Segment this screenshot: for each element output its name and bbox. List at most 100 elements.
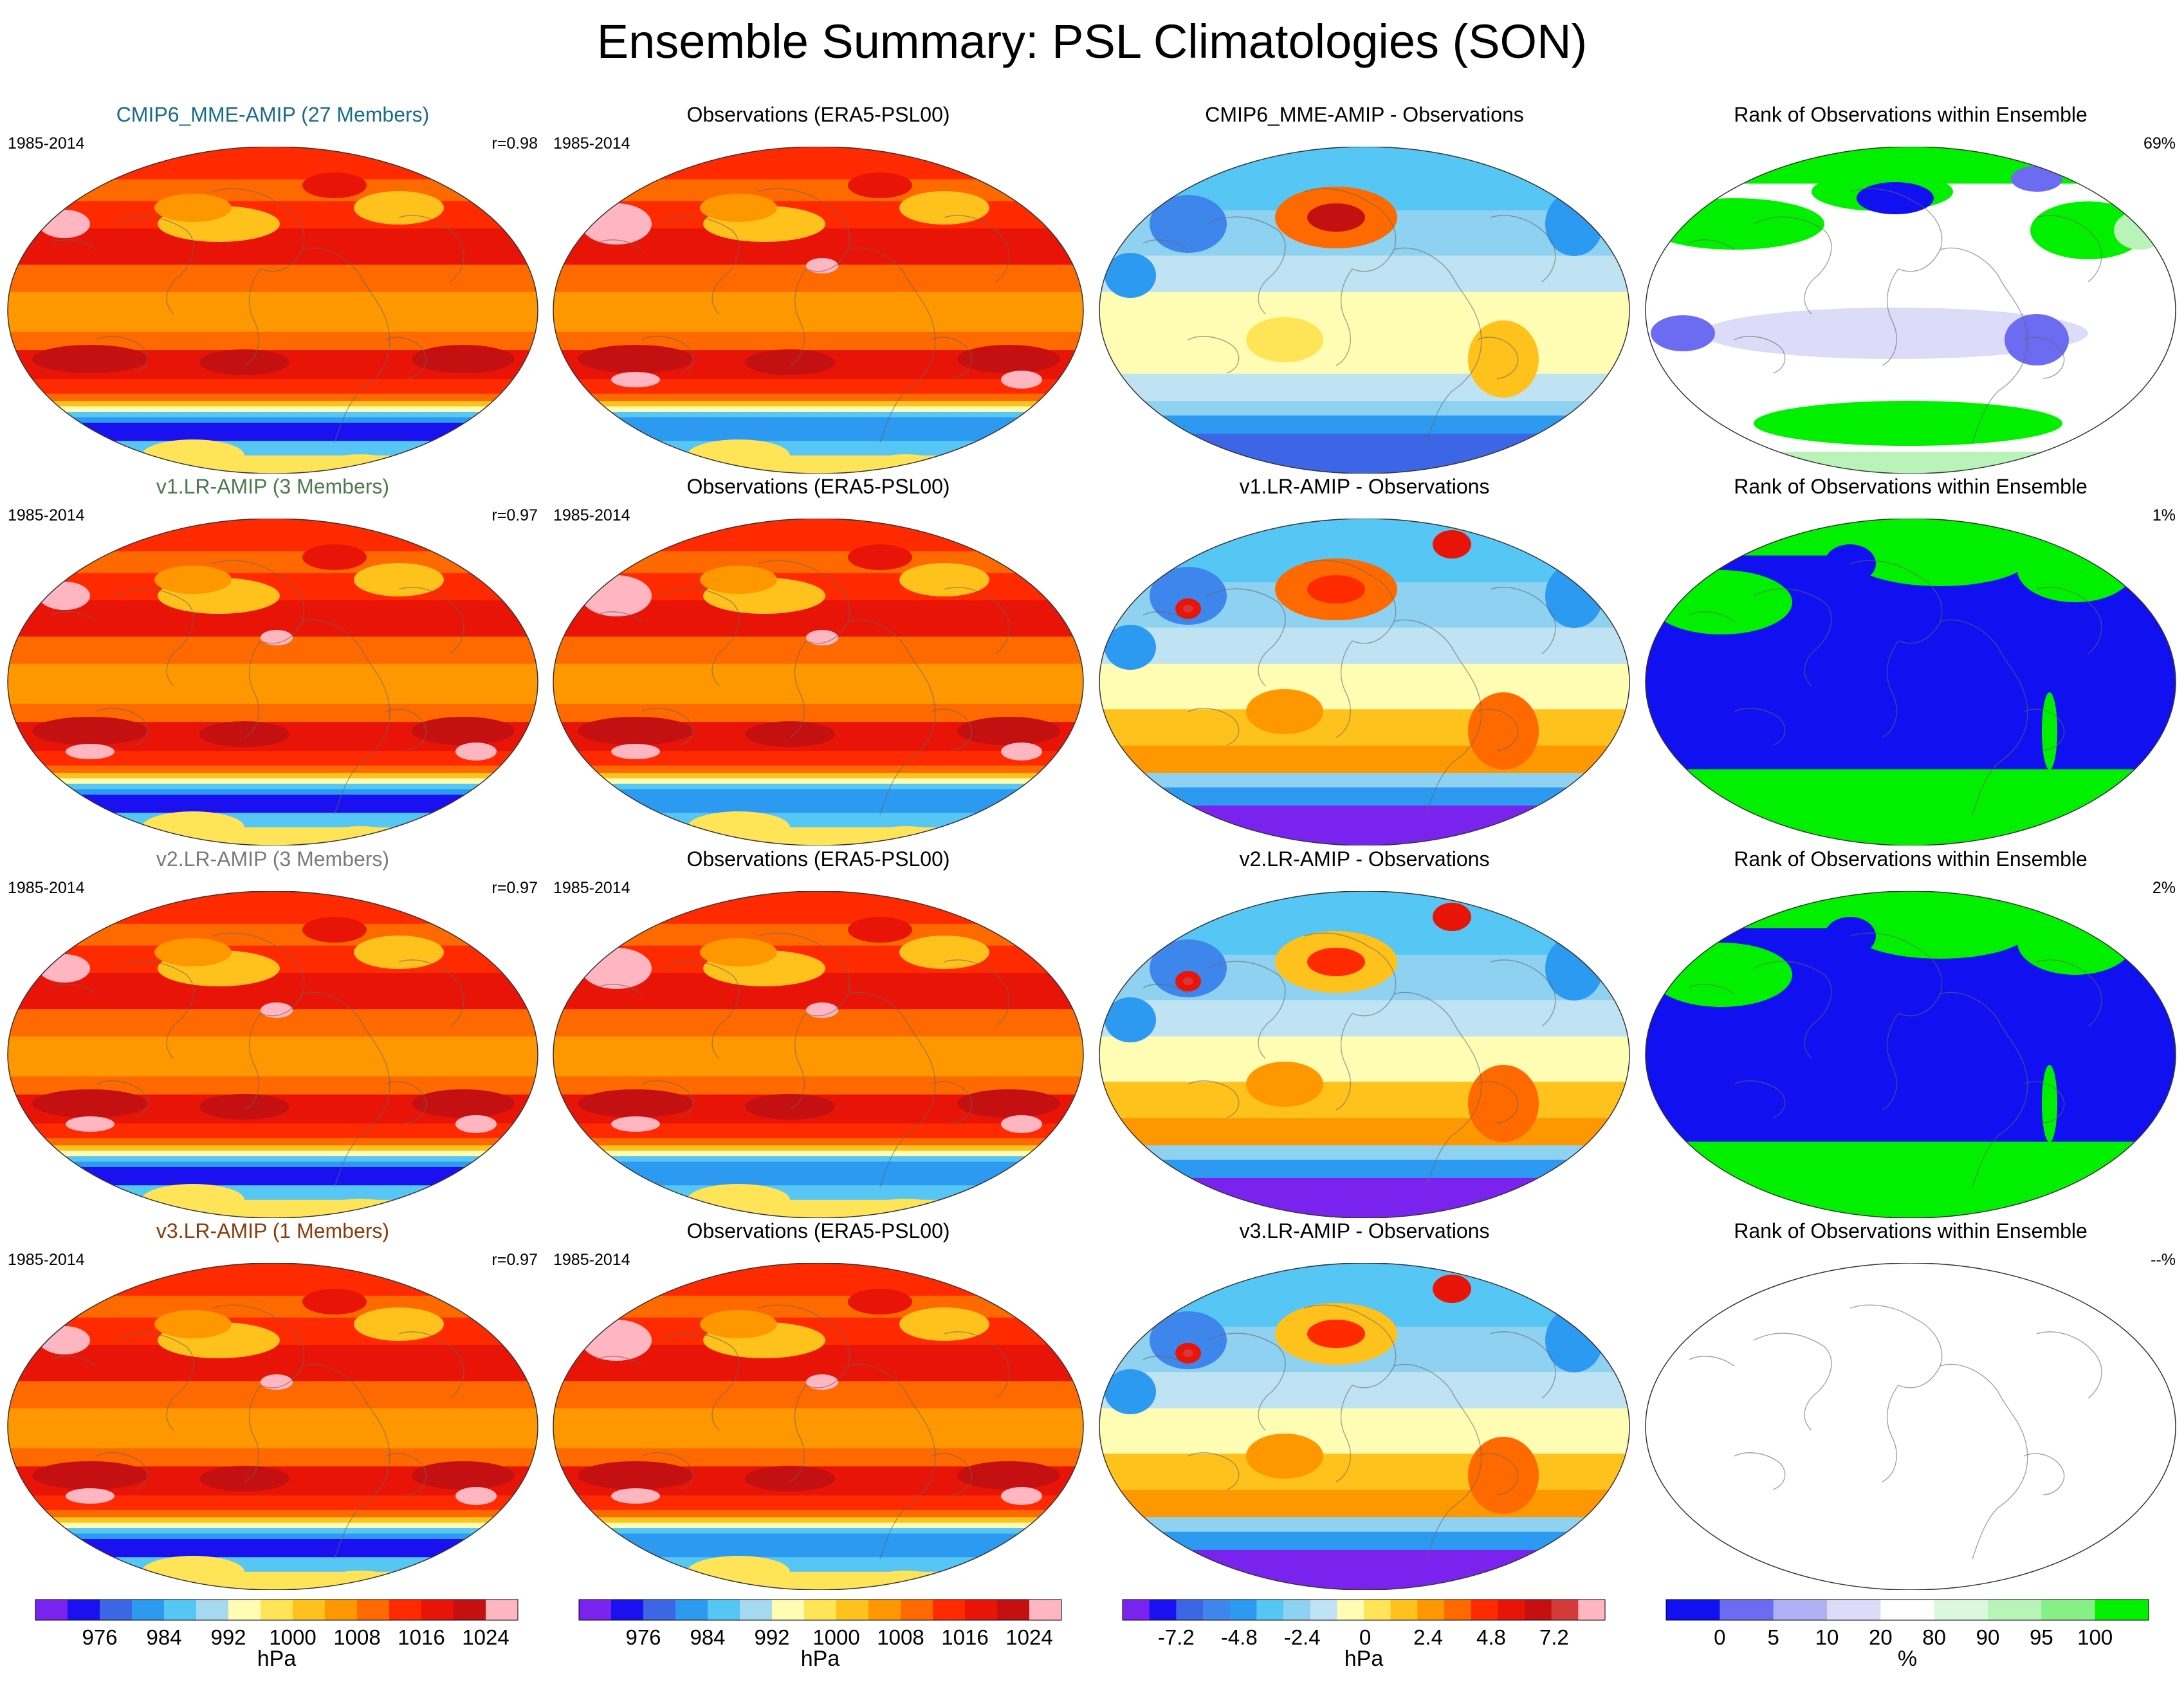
map-diff (1092, 147, 1637, 474)
colorbar-tick-label: 5 (1767, 1625, 1779, 1649)
colorbar-swatch (643, 1600, 676, 1620)
correlation-label: r=0.98 (491, 134, 538, 152)
correlation-label: r=0.97 (491, 506, 538, 524)
colorbar-swatch (486, 1600, 518, 1620)
period-label: 1985-2014 (8, 506, 85, 524)
colorbar-tick-label: 1008 (333, 1625, 380, 1649)
colorbar-swatch (579, 1600, 612, 1620)
colorbar-swatch (1256, 1600, 1284, 1620)
colorbar-swatch (421, 1600, 454, 1620)
colorbar-tick-label: -2.4 (1284, 1625, 1321, 1649)
panel-diff-row3: v2.LR-AMIP - Observations (1092, 846, 1637, 1218)
panel-title: v3.LR-AMIP (1 Members) (156, 1219, 390, 1242)
panel-title: v3.LR-AMIP - Observations (1239, 1219, 1490, 1242)
panel-title: Rank of Observations within Ensemble (1734, 475, 2088, 498)
colorbar-unit-label: hPa (800, 1647, 840, 1671)
colorbar-swatch (804, 1600, 837, 1620)
colorbar-swatch (1283, 1600, 1311, 1620)
map-obs-r2 (553, 519, 1084, 845)
panel-title: CMIP6_MME-AMIP - Observations (1205, 103, 1524, 126)
period-label: 1985-2014 (8, 879, 85, 897)
colorbar-swatch (708, 1600, 740, 1620)
colorbar-swatch (1029, 1600, 1062, 1620)
panel-rank-row4: Rank of Observations within Ensemble --% (1638, 1218, 2183, 1590)
period-label: 1985-2014 (553, 879, 630, 897)
panel-model-row2: v1.LR-AMIP (3 Members) 1985-2014 r=0.97 (0, 474, 546, 845)
map-obs (546, 1263, 1091, 1590)
panel-obs-row1: Observations (ERA5-PSL00) 1985-2014 (546, 102, 1091, 474)
colorbar-swatch (357, 1600, 390, 1620)
colorbar-tick-label: 976 (625, 1625, 661, 1649)
map-obs (546, 519, 1091, 845)
panel-title: Observations (ERA5-PSL00) (686, 847, 950, 871)
colorbar-tick-label: 1000 (812, 1625, 859, 1649)
colorbar-swatch (1578, 1600, 1606, 1620)
map-model-r3 (7, 891, 538, 1218)
map-model (0, 1263, 546, 1590)
panel-title: Observations (ERA5-PSL00) (686, 103, 950, 126)
colorbar-svg: 976 984 992 1000 1008 1016 1024 (35, 1599, 518, 1649)
colorbar-tick-label: 10 (1815, 1625, 1839, 1649)
colorbar-tick-label: 4.8 (1476, 1625, 1506, 1649)
colorbar-swatch (1773, 1600, 1828, 1620)
colorbar-swatch (1551, 1600, 1579, 1620)
map-obs-r3 (553, 891, 1084, 1218)
period-label: 1985-2014 (553, 1251, 630, 1269)
panel-rank-row3: Rank of Observations within Ensemble 2% (1638, 846, 2183, 1218)
colorbar-swatch (1337, 1600, 1364, 1620)
panel-model-row1: CMIP6_MME-AMIP (27 Members) 1985-2014 r=0.… (0, 102, 546, 474)
colorbar-swatch (325, 1600, 358, 1620)
map-model-r2 (7, 519, 538, 845)
colorbar-swatch (1176, 1600, 1204, 1620)
colorbar-swatch (1666, 1600, 1720, 1620)
panel-obs-row2: Observations (ERA5-PSL00) 1985-2014 (546, 474, 1091, 845)
colorbar-swatch (1827, 1600, 1881, 1620)
colorbar-swatch (1364, 1600, 1391, 1620)
colorbar-swatch (611, 1600, 644, 1620)
panel-obs-row4: Observations (ERA5-PSL00) 1985-2014 (546, 1218, 1091, 1590)
colorbar-unit-label: % (1897, 1647, 1918, 1671)
map-obs (546, 891, 1091, 1218)
map-diff-r4 (1099, 1263, 1630, 1590)
colorbar-tick-label: -4.8 (1221, 1625, 1258, 1649)
panel-title: v2.LR-AMIP (3 Members) (156, 847, 390, 871)
period-label: 1985-2014 (8, 1251, 85, 1269)
colorbar-swatch (997, 1600, 1030, 1620)
period-label: 1985-2014 (553, 506, 630, 524)
map-model-r4 (7, 1263, 538, 1590)
map-obs-r4 (553, 1263, 1084, 1590)
colorbar-swatch (836, 1600, 869, 1620)
map-diff (1092, 1263, 1637, 1590)
panel-title: v1.LR-AMIP - Observations (1239, 475, 1490, 498)
colorbar-swatch (1498, 1600, 1525, 1620)
colorbar-swatch (261, 1600, 293, 1620)
colorbar-swatch (68, 1600, 100, 1620)
panel-diff-row1: CMIP6_MME-AMIP - Observations (1092, 102, 1637, 474)
colorbar-tick-label: 20 (1869, 1625, 1893, 1649)
colorbar-tick-label: 992 (210, 1625, 246, 1649)
colorbar-swatch (1525, 1600, 1552, 1620)
colorbar-psl-model: 976 984 992 1000 1008 1016 1024 (35, 1599, 518, 1677)
colorbar-tick-label: 984 (690, 1625, 725, 1649)
colorbar-tick-label: -7.2 (1158, 1625, 1195, 1649)
colorbar-swatch (868, 1600, 901, 1620)
colorbar-tick-label: 1000 (269, 1625, 316, 1649)
colorbar-swatch (675, 1600, 708, 1620)
colorbar-tick-label: 95 (2030, 1625, 2053, 1649)
colorbar-diff: -7.2 -4.8 -2.4 0 2.4 4.8 7.2 (1122, 1599, 1606, 1677)
map-diff-r3 (1099, 891, 1630, 1218)
colorbar-tick-label: 7.2 (1539, 1625, 1569, 1649)
map-rank-r3 (1645, 891, 2176, 1218)
colorbar-swatch (1417, 1600, 1445, 1620)
colorbar-swatch (196, 1600, 229, 1620)
colorbar-swatch (1123, 1600, 1150, 1620)
colorbar-rank: 0 5 10 20 80 90 95 100 (1666, 1599, 2149, 1677)
colorbar-unit-label: hPa (257, 1647, 297, 1671)
colorbar-swatch (164, 1600, 197, 1620)
colorbar-tick-label: 1024 (1005, 1625, 1052, 1649)
colorbar-tick-label: 1008 (877, 1625, 924, 1649)
colorbar-swatch (1310, 1600, 1337, 1620)
colorbar-swatch (1149, 1600, 1177, 1620)
colorbar-tick-label: 0 (1359, 1625, 1371, 1649)
map-rank (1638, 519, 2183, 845)
